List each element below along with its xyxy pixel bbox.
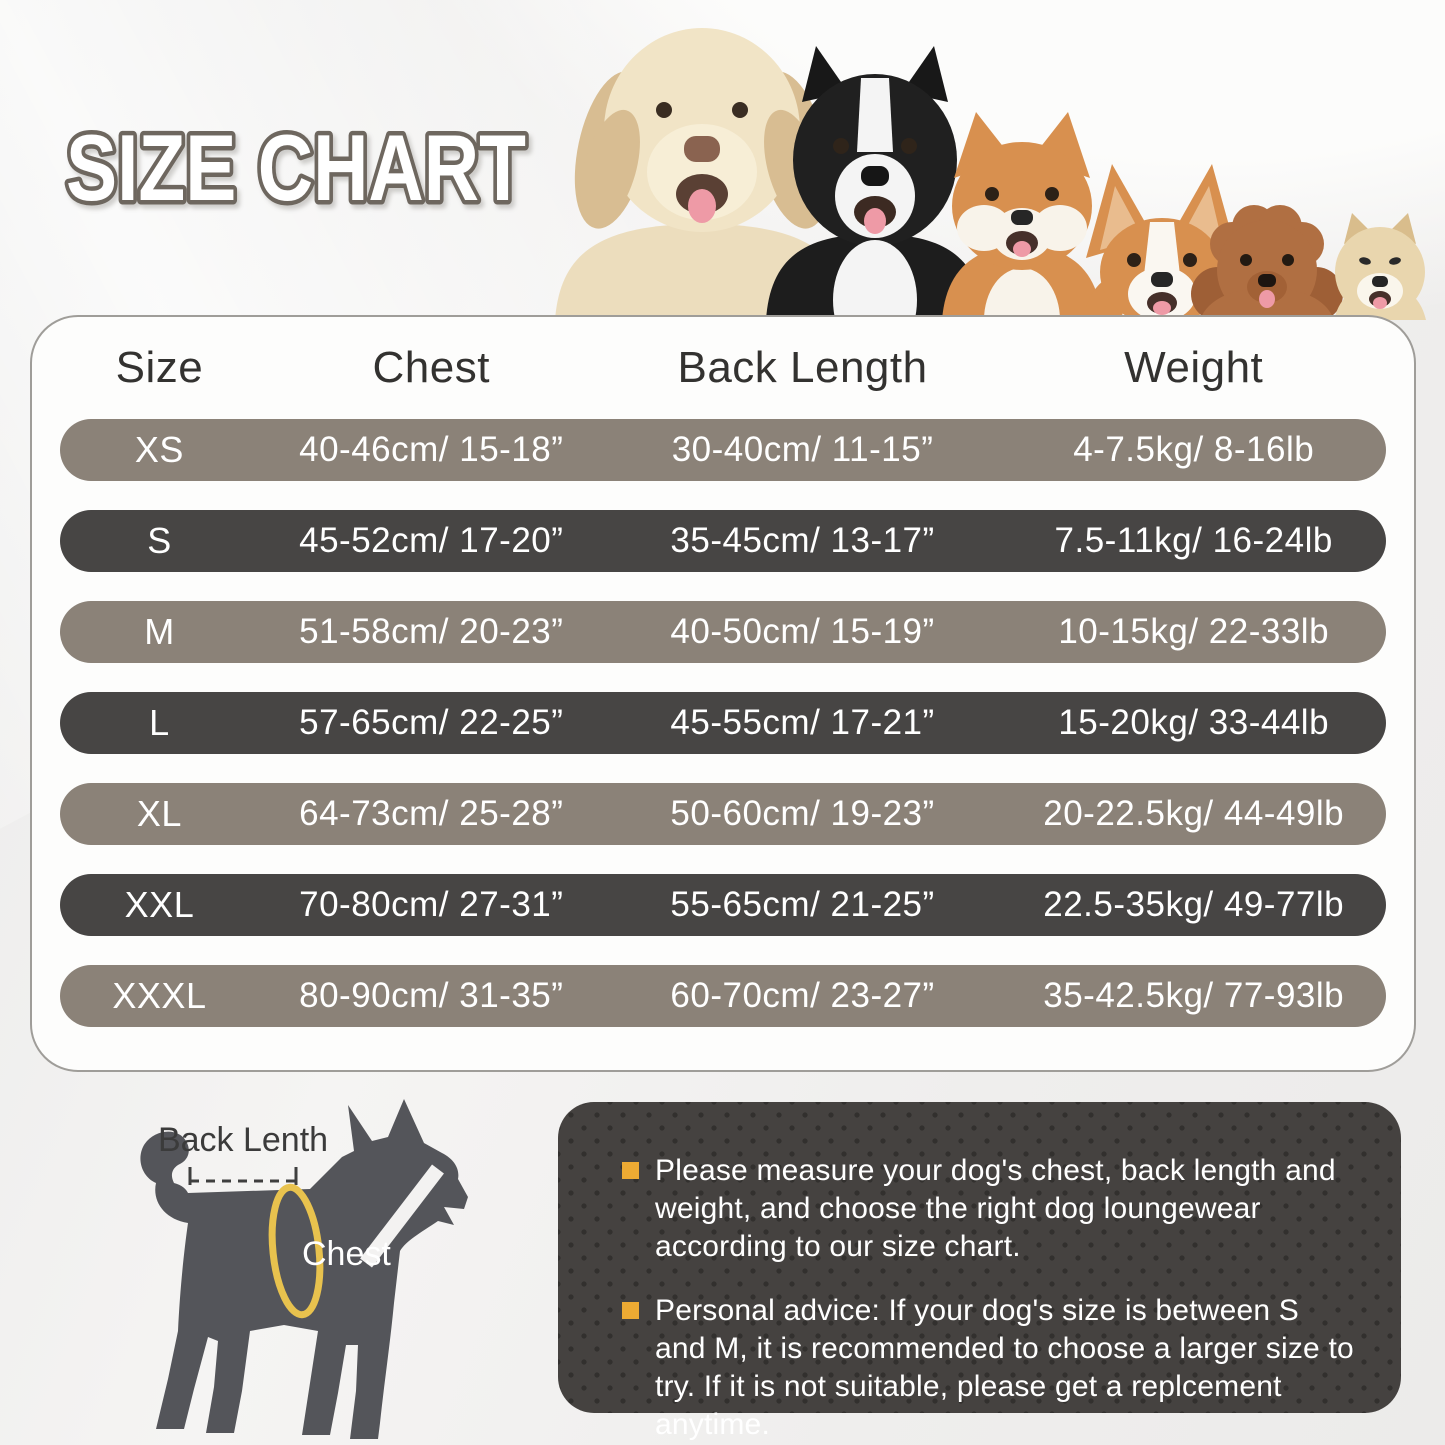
note-text: Personal advice: If your dog's size is b… [655, 1294, 1354, 1441]
size-cell: M [144, 611, 175, 652]
chest-cell: 70-80cm/ 27-31” [299, 885, 564, 924]
chest-cell: 64-73cm/ 25-28” [299, 794, 564, 833]
size-cell: S [147, 520, 172, 561]
size-cell: XXL [124, 884, 195, 925]
weight-cell: 35-42.5kg/ 77-93lb [1043, 976, 1345, 1015]
size-cell: XL [136, 793, 182, 834]
chest-label: Chest [302, 1235, 391, 1273]
border-collie-icon [766, 46, 984, 320]
weight-cell: 4-7.5kg/ 8-16lb [1073, 430, 1315, 469]
pomeranian-icon [1334, 213, 1426, 320]
table-row-s: S 45-52cm/ 17-20” 35-45cm/ 13-17” 7.5-11… [60, 510, 1386, 572]
table-row-xs: XS 40-46cm/ 15-18” 30-40cm/ 11-15” 4-7.5… [60, 419, 1386, 481]
size-table-card: Size Chest Back Length Weight XS 40-46cm… [30, 315, 1416, 1072]
weight-cell: 15-20kg/ 33-44lb [1058, 703, 1330, 742]
note-item: Personal advice: If your dog's size is b… [622, 1292, 1355, 1444]
header-chest: Chest [372, 343, 490, 392]
size-cell: XXXL [112, 975, 207, 1016]
header-weight: Weight [1124, 343, 1264, 392]
note-item: Please measure your dog's chest, back le… [622, 1152, 1355, 1266]
dogs-banner [555, 28, 1426, 320]
size-cell: L [149, 702, 170, 743]
chest-cell: 45-52cm/ 17-20” [299, 521, 564, 560]
size-cell: XS [134, 429, 184, 470]
table-row-l: L 57-65cm/ 22-25” 45-55cm/ 17-21” 15-20k… [60, 692, 1386, 754]
page-title: SIZE CHART [66, 115, 526, 220]
back-length-cell: 45-55cm/ 17-21” [670, 703, 935, 742]
back-length-cell: 40-50cm/ 15-19” [670, 612, 935, 651]
square-bullet-icon [622, 1162, 639, 1179]
notes-box: Please measure your dog's chest, back le… [558, 1102, 1401, 1441]
table-row-xxl: XXL 70-80cm/ 27-31” 55-65cm/ 21-25” 22.5… [60, 874, 1386, 936]
table-row-m: M 51-58cm/ 20-23” 40-50cm/ 15-19” 10-15k… [60, 601, 1386, 663]
dog-silhouette [140, 1099, 468, 1439]
back-length-cell: 35-45cm/ 13-17” [670, 521, 935, 560]
back-length-label: Back Lenth [158, 1121, 328, 1159]
table-row-xl: XL 64-73cm/ 25-28” 50-60cm/ 19-23” 20-22… [60, 783, 1386, 845]
back-length-cell: 55-65cm/ 21-25” [670, 885, 935, 924]
shiba-inu-icon [942, 112, 1102, 320]
harness-strap [360, 1164, 444, 1268]
back-length-measure-line [188, 1167, 298, 1185]
note-text: Please measure your dog's chest, back le… [655, 1154, 1336, 1263]
weight-cell: 20-22.5kg/ 44-49lb [1043, 794, 1345, 833]
header-size: Size [115, 343, 204, 392]
poodle-icon [1191, 205, 1343, 320]
weight-cell: 22.5-35kg/ 49-77lb [1043, 885, 1345, 924]
table-header-row: Size Chest Back Length Weight [60, 343, 1386, 393]
back-length-cell: 60-70cm/ 23-27” [670, 976, 935, 1015]
back-length-cell: 30-40cm/ 11-15” [671, 430, 934, 469]
measuring-diagram: Back Lenth Chest [140, 1099, 468, 1439]
table-row-xxxl: XXXL 80-90cm/ 31-35” 60-70cm/ 23-27” 35-… [60, 965, 1386, 1027]
weight-cell: 7.5-11kg/ 16-24lb [1054, 521, 1333, 560]
back-length-cell: 50-60cm/ 19-23” [670, 794, 935, 833]
header-back-length: Back Length [677, 343, 928, 392]
chest-cell: 40-46cm/ 15-18” [299, 430, 564, 469]
chest-girth-ring [268, 1183, 324, 1319]
chest-cell: 51-58cm/ 20-23” [299, 612, 564, 651]
chest-cell: 80-90cm/ 31-35” [299, 976, 564, 1015]
page-title-graphic: SIZE CHART [62, 111, 531, 225]
chest-cell: 57-65cm/ 22-25” [299, 703, 564, 742]
square-bullet-icon [622, 1302, 639, 1319]
weight-cell: 10-15kg/ 22-33lb [1058, 612, 1330, 651]
